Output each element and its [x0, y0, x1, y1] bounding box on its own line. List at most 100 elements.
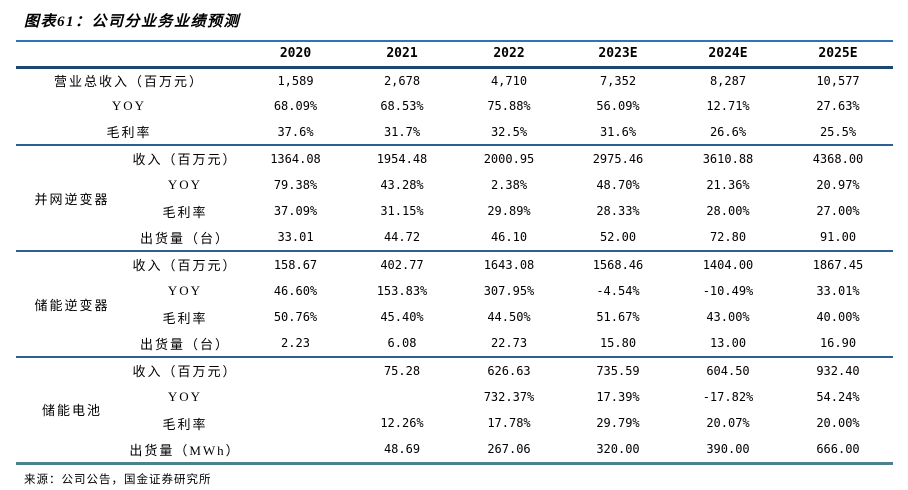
row-label: 毛利率 — [162, 204, 208, 220]
corner-cell — [16, 41, 242, 69]
cell-value: 1867.45 — [812, 257, 864, 272]
table-row: 营业总收入（百万元） 1,589 2,678 4,710 7,352 8,287 10,57… — [16, 67, 893, 93]
cell-value: 32.5% — [455, 119, 563, 146]
row-label: 毛利率 — [162, 416, 208, 432]
cell-value: 3610.88 — [702, 151, 754, 166]
cell-value: 604.50 — [706, 363, 750, 378]
cell-value: 54.24% — [816, 389, 860, 404]
cell-value: 932.40 — [816, 363, 860, 378]
table-row: YOY 79.38% 43.28% 2.38% 48.70% 21.36% 20.97% — [16, 172, 893, 199]
cell-value: 29.79% — [596, 416, 640, 431]
cell-value: 20.07% — [706, 416, 750, 431]
cell-value: 7,352 — [599, 73, 637, 88]
cell-value: 1568.46 — [592, 257, 644, 272]
cell-value: -10.49% — [702, 283, 754, 298]
row-label: YOY — [111, 98, 147, 113]
cell-value: 50.76% — [273, 310, 318, 325]
cell-value: 37.6% — [242, 119, 349, 146]
cell-value: 626.63 — [487, 363, 531, 378]
cell-value: 2000.95 — [483, 151, 535, 166]
cell-value: 735.59 — [596, 363, 640, 378]
row-label: 出货量（MWh） — [128, 436, 242, 465]
cell-value: 31.7% — [349, 119, 455, 146]
cell-value: 28.33% — [596, 204, 640, 219]
cell-value: 75.88% — [487, 99, 531, 113]
cell-value: 48.69 — [349, 436, 455, 465]
table-row: 储能逆变器 收入（百万元） 158.67 402.77 1643.08 1568.46 14… — [16, 251, 893, 358]
cell-value: 320.00 — [563, 436, 673, 465]
cell-value: 20.00% — [816, 416, 860, 431]
cell-value: 75.28 — [383, 363, 421, 378]
cell-value: 44.72 — [349, 224, 455, 252]
cell-value: 28.00% — [706, 204, 750, 219]
cell-value: 153.83% — [376, 283, 428, 298]
cell-value: 44.50% — [487, 310, 531, 325]
cell-value — [242, 357, 349, 384]
segment-group-label: 储能逆变器 — [16, 251, 128, 358]
row-label: YOY — [167, 282, 203, 298]
cell-value: 6.08 — [349, 330, 455, 358]
cell-value: 27.00% — [816, 204, 860, 219]
cell-value: 43.28% — [380, 177, 424, 192]
table-row: 并网逆变器 收入（百万元） 1364.08 1954.48 2000.95 2975.46… — [16, 145, 893, 252]
row-label: 收入（百万元） — [132, 364, 238, 380]
cell-value: 37.09% — [273, 204, 318, 219]
cell-value: 13.00 — [673, 330, 783, 358]
cell-value: 1954.48 — [376, 151, 428, 166]
cell-value: 20.97% — [816, 177, 860, 192]
cell-value: 25.5% — [783, 119, 893, 146]
cell-value: 8,287 — [709, 73, 747, 88]
table-row: YOY 68.09% 68.53% 75.88% 56.09% 12.71% 27.63% — [16, 93, 893, 119]
table-row: YOY 732.37% 17.39% -17.82% 54.24% — [16, 384, 893, 411]
cell-value — [349, 384, 455, 411]
cell-value: -4.54% — [596, 283, 640, 298]
cell-value: 22.73 — [455, 330, 563, 358]
table-row: YOY 46.60% 153.83% 307.95% -4.54% -10.49% 33.0… — [16, 278, 893, 305]
table-row: 出货量（MWh） 48.69 267.06 320.00 390.00 666.00 — [16, 436, 893, 465]
cell-value: 402.77 — [380, 257, 424, 272]
cell-value: 2,678 — [383, 73, 421, 88]
cell-value: 56.09% — [596, 99, 640, 113]
cell-value: 31.15% — [380, 204, 424, 219]
forecast-table: 2020 2021 2022 2023E 2024E 2025E 营业总收入（百万元） 1,… — [16, 40, 893, 465]
table-row: 出货量（台） 33.01 44.72 46.10 52.00 72.80 91.00 — [16, 224, 893, 252]
source-note: 来源：公司公告，国金证券研究所 — [24, 473, 212, 486]
row-label: 收入（百万元） — [132, 152, 238, 168]
cell-value: 33.01 — [242, 224, 349, 252]
figure-title: 图表61：公司分业务业绩预测 — [24, 14, 241, 30]
segment-group-label: 并网逆变器 — [16, 145, 128, 252]
cell-value: 4,710 — [490, 73, 528, 88]
row-label: 收入（百万元） — [132, 258, 238, 274]
cell-value: 29.89% — [487, 204, 531, 219]
cell-value: 17.78% — [487, 416, 531, 431]
table-row: 储能电池 收入（百万元） 75.28 626.63 735.59 604.50 932.40 — [16, 357, 893, 465]
cell-value: 390.00 — [673, 436, 783, 465]
cell-value: 46.60% — [273, 283, 318, 298]
cell-value: 16.90 — [783, 330, 893, 358]
cell-value: 21.36% — [706, 177, 750, 192]
cell-value: 1,589 — [277, 73, 314, 88]
row-label: 毛利率 — [16, 119, 242, 146]
cell-value: 12.71% — [706, 99, 750, 113]
table-row: 毛利率 50.76% 45.40% 44.50% 51.67% 43.00% 40.00% — [16, 304, 893, 331]
year-header-row: 2020 2021 2022 2023E 2024E 2025E — [16, 41, 893, 69]
row-label: 出货量（台） — [128, 224, 242, 252]
cell-value: 72.80 — [673, 224, 783, 252]
table-row: 毛利率 37.09% 31.15% 29.89% 28.33% 28.00% 27.00% — [16, 198, 893, 225]
table-row: 毛利率 37.6% 31.7% 32.5% 31.6% 26.6% 25.5% — [16, 119, 893, 146]
cell-value: 26.6% — [673, 119, 783, 146]
table-row: 毛利率 12.26% 17.78% 29.79% 20.07% 20.00% — [16, 410, 893, 437]
cell-value: 17.39% — [596, 389, 640, 404]
table-row: 出货量（台） 2.23 6.08 22.73 15.80 13.00 16.90 — [16, 330, 893, 358]
cell-value: 10,577 — [816, 73, 860, 88]
cell-value: 158.67 — [273, 257, 318, 272]
year-header: 2024E — [673, 41, 783, 69]
cell-value: 307.95% — [483, 283, 535, 298]
row-label: YOY — [167, 388, 203, 404]
cell-value: 48.70% — [596, 177, 640, 192]
cell-value: 1404.00 — [702, 257, 754, 272]
cell-value: 46.10 — [455, 224, 563, 252]
cell-value: 52.00 — [563, 224, 673, 252]
year-header: 2021 — [349, 41, 455, 69]
cell-value: 267.06 — [455, 436, 563, 465]
